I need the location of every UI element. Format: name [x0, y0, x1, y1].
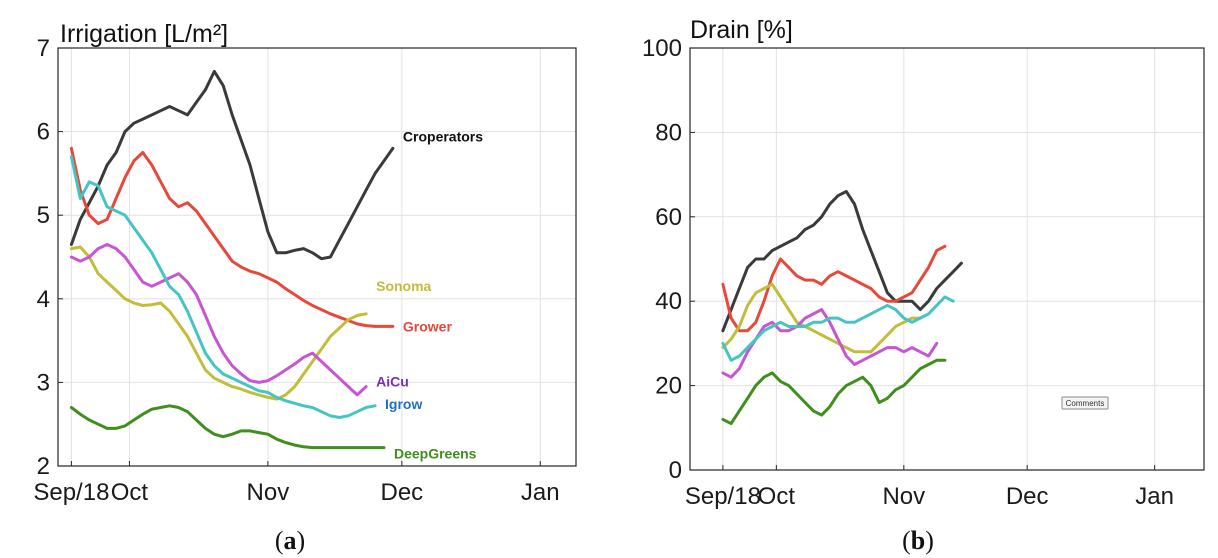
x-tick-label: Jan	[1135, 483, 1174, 510]
x-tick-label: Sep/18	[33, 479, 109, 506]
plot-frame	[689, 47, 1205, 471]
y-tick-label: 2	[37, 453, 50, 480]
panel-label-letter: b	[911, 526, 925, 555]
panel-label-letter: a	[284, 526, 297, 555]
chart-title: Drain [%]	[690, 16, 793, 44]
comments-note-box[interactable]	[1061, 396, 1109, 410]
x-tick-label: Sep/18	[685, 483, 761, 510]
y-tick-label: 5	[37, 202, 50, 229]
panel-label: (b)	[902, 526, 934, 555]
series-label-croperators: Croperators	[403, 128, 483, 144]
y-tick-label: 3	[37, 369, 50, 396]
series-line-croperators	[721, 190, 963, 333]
chart-panel-a: 2 3 4 5 6 7 Sep/18 Oct Nov Dec Jan Irrigation [L/m²…	[33, 20, 577, 555]
panel-label-open: (	[275, 526, 284, 555]
series-label-grower: Grower	[403, 318, 453, 334]
series-label-aicu: AiCu	[376, 374, 409, 390]
series-line-deepgreens	[69, 404, 386, 450]
x-tick-label: Dec	[381, 479, 424, 506]
panel-label: (a)	[275, 526, 305, 555]
series-line-aicu	[69, 243, 368, 397]
plot-area	[690, 48, 1204, 470]
panel-label-close: )	[297, 526, 306, 555]
series-line-deepgreens	[721, 358, 947, 426]
series-line-igrow	[721, 295, 955, 362]
plot-frame	[57, 47, 577, 467]
series-label-deepgreens: DeepGreens	[394, 446, 477, 462]
x-tick-label: Jan	[521, 479, 560, 506]
series-line-igrow	[69, 155, 377, 419]
chart-title: Irrigation [L/m²]	[60, 20, 228, 48]
series-line-grower	[69, 146, 395, 328]
x-tick-label: Dec	[1006, 483, 1049, 510]
y-tick-label: 40	[655, 288, 682, 315]
x-tick-label: Oct	[111, 479, 149, 506]
x-tick-label: Oct	[758, 483, 796, 510]
panel-label-close: )	[925, 526, 934, 555]
series-label-igrow: Igrow	[385, 396, 422, 412]
comments-note-label: Comments	[1066, 399, 1105, 408]
series-line-grower	[721, 244, 947, 333]
y-tick-label: 20	[655, 373, 682, 400]
y-tick-label: 60	[655, 204, 682, 231]
series-label-sonoma: Sonoma	[376, 278, 431, 294]
series-line-croperators	[69, 69, 395, 261]
y-tick-label: 4	[37, 286, 50, 313]
y-tick-label: 7	[37, 35, 50, 62]
x-tick-label: Nov	[247, 479, 290, 506]
x-tick-label: Nov	[882, 483, 925, 510]
panel-label-open: (	[902, 526, 911, 555]
y-tick-label: 100	[642, 35, 682, 62]
y-tick-label: 6	[37, 119, 50, 146]
y-tick-label: 80	[655, 119, 682, 146]
series-line-sonoma	[721, 282, 930, 354]
y-tick-label: 0	[669, 457, 682, 484]
